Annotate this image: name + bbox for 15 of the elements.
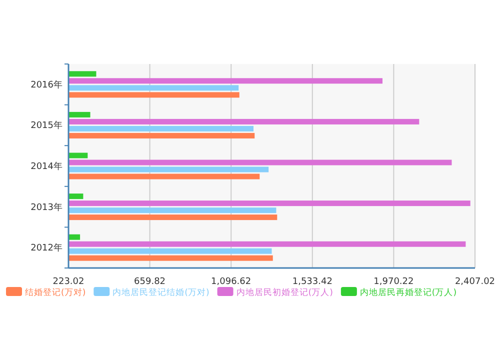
x-tick-label: 659.82 bbox=[134, 277, 166, 287]
legend-label: 内地居民再婚登记(万人) bbox=[360, 287, 457, 298]
x-tick-label: 223.02 bbox=[52, 277, 84, 287]
x-tick-label: 1,096.62 bbox=[211, 277, 252, 287]
legend-label: 内地居民登记结婚(万对) bbox=[112, 287, 210, 298]
y-tick-label: 2012年 bbox=[30, 242, 62, 254]
legend-label: 内地居民初婚登记(万人) bbox=[236, 287, 333, 298]
y-tick-label: 2016年 bbox=[30, 79, 62, 90]
legend-label: 结婚登记(万对) bbox=[25, 287, 86, 298]
x-tick-label: 2,407.02 bbox=[454, 277, 496, 287]
y-tick-label: 2013年 bbox=[30, 202, 62, 213]
x-tick-label: 1,970.22 bbox=[374, 277, 414, 287]
y-tick-label: 2015年 bbox=[30, 120, 62, 132]
y-tick-label: 2014年 bbox=[30, 161, 62, 172]
x-tick-label: 1,533.42 bbox=[292, 277, 332, 287]
